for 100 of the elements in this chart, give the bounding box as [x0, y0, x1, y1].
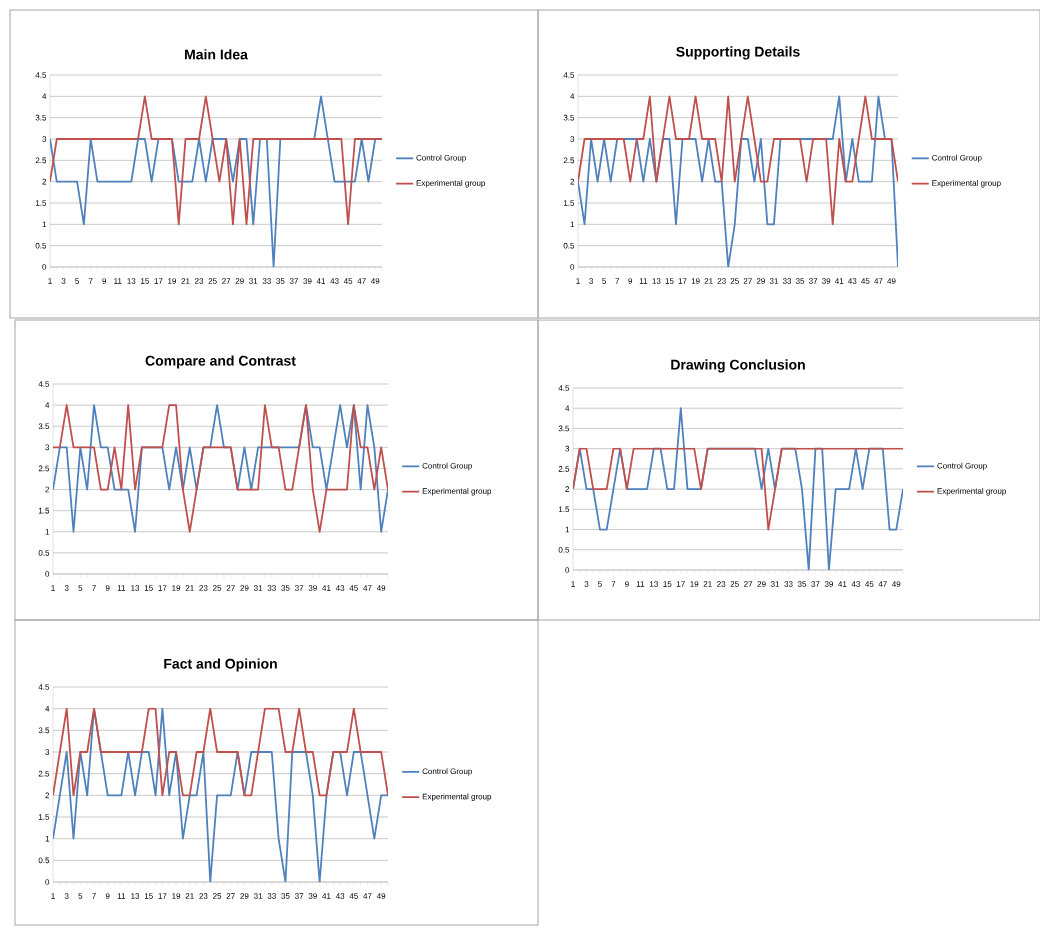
x-tick-label: 5 — [78, 585, 83, 591]
x-tick-label: 25 — [213, 893, 222, 899]
x-tick-label: 13 — [127, 278, 136, 284]
y-tick-label: 4 — [570, 93, 575, 100]
x-tick-label: 29 — [756, 278, 765, 284]
x-tick-label: 49 — [376, 893, 386, 899]
x-tick-label: 23 — [717, 581, 726, 587]
y-tick-label: 2 — [45, 486, 50, 493]
x-tick-label: 19 — [690, 581, 699, 587]
x-tick-label: 17 — [158, 585, 167, 591]
x-tick-label: 3 — [589, 278, 593, 284]
x-tick-label: 5 — [78, 893, 83, 899]
x-tick-label: 49 — [370, 278, 380, 284]
x-tick-label: 33 — [784, 581, 793, 587]
y-tick-label: 0 — [565, 567, 570, 573]
x-tick-label: 35 — [281, 585, 290, 591]
chart-title: Fact and Opinion — [164, 658, 277, 672]
x-tick-label: 33 — [262, 278, 271, 284]
x-tick-label: 17 — [154, 278, 163, 284]
x-tick-label: 15 — [663, 581, 672, 587]
x-tick-label: 31 — [253, 585, 263, 591]
x-tick-label: 9 — [625, 581, 629, 587]
legend-label: Experimental group — [416, 179, 486, 188]
y-tick-label: 1.5 — [558, 506, 570, 513]
x-tick-label: 41 — [322, 585, 331, 591]
x-tick-label: 7 — [611, 581, 616, 587]
x-tick-label: 39 — [308, 585, 317, 591]
x-tick-label: 33 — [267, 893, 276, 899]
x-tick-label: 25 — [730, 581, 739, 587]
x-tick-label: 3 — [61, 278, 66, 284]
y-tick-label: 0.5 — [558, 546, 570, 553]
x-tick-label: 37 — [294, 893, 304, 899]
x-tick-label: 37 — [289, 278, 298, 284]
legend-label: Experimental group — [422, 793, 492, 801]
x-tick-label: 27 — [744, 581, 753, 587]
y-tick-label: 2 — [42, 178, 47, 185]
y-tick-label: 4.5 — [38, 381, 50, 387]
y-tick-label: 3 — [45, 749, 50, 755]
x-tick-label: 49 — [892, 581, 901, 587]
legend-label: Control Group — [416, 154, 466, 163]
x-tick-label: 45 — [349, 893, 358, 899]
x-tick-label: 13 — [131, 893, 140, 899]
y-tick-label: 1.5 — [563, 200, 575, 206]
x-tick-label: 13 — [131, 585, 140, 591]
x-tick-label: 5 — [602, 278, 607, 284]
x-tick-label: 13 — [652, 278, 661, 284]
chart-title: Supporting Details — [676, 46, 800, 60]
x-tick-label: 35 — [797, 581, 807, 587]
x-tick-label: 27 — [226, 893, 235, 899]
y-tick-label: 2.5 — [38, 770, 50, 777]
x-tick-label: 27 — [226, 585, 235, 591]
x-tick-label: 3 — [64, 893, 69, 899]
y-tick-label: 1 — [565, 526, 570, 533]
x-tick-label: 31 — [253, 893, 263, 899]
x-tick-label: 45 — [343, 278, 353, 284]
x-tick-label: 15 — [144, 893, 153, 899]
y-tick-label: 4.5 — [38, 684, 50, 690]
legend-label: Control Group — [422, 768, 473, 776]
y-tick-label: 3.5 — [35, 114, 47, 121]
x-tick-label: 7 — [92, 893, 96, 899]
y-tick-label: 3.5 — [38, 727, 50, 734]
y-tick-label: 4 — [565, 405, 570, 411]
x-tick-label: 39 — [824, 581, 833, 587]
x-tick-label: 29 — [757, 581, 766, 587]
x-tick-label: 21 — [703, 581, 712, 587]
y-tick-label: 1 — [45, 529, 50, 535]
y-tick-label: 4.5 — [563, 72, 575, 78]
x-tick-label: 33 — [267, 585, 276, 591]
x-tick-label: 13 — [649, 581, 658, 587]
x-tick-label: 19 — [172, 585, 181, 591]
x-tick-label: 35 — [276, 278, 285, 284]
y-tick-label: 0.5 — [563, 242, 575, 249]
x-tick-label: 29 — [240, 585, 249, 591]
y-tick-label: 3.5 — [38, 423, 50, 430]
x-tick-label: 27 — [743, 278, 752, 284]
x-tick-label: 11 — [114, 278, 122, 284]
y-tick-label: 0 — [42, 264, 47, 270]
x-tick-label: 39 — [822, 278, 831, 284]
x-tick-label: 9 — [105, 893, 110, 899]
legend-label: Control Group — [422, 462, 473, 471]
x-tick-label: 15 — [144, 585, 153, 591]
y-tick-label: 2 — [565, 486, 570, 492]
y-tick-label: 3 — [565, 445, 570, 452]
x-tick-label: 7 — [615, 278, 620, 284]
x-tick-label: 27 — [222, 278, 231, 284]
x-tick-label: 41 — [316, 278, 326, 284]
x-tick-label: 25 — [208, 278, 217, 284]
x-tick-label: 29 — [240, 893, 249, 899]
y-tick-label: 2.5 — [563, 157, 575, 164]
y-tick-label: 2 — [45, 792, 50, 799]
y-tick-label: 1.5 — [35, 200, 47, 206]
y-tick-label: 0 — [45, 571, 50, 577]
x-tick-label: 37 — [811, 581, 820, 587]
y-tick-label: 1.5 — [38, 507, 50, 514]
x-tick-label: 47 — [363, 893, 372, 899]
x-tick-label: 23 — [199, 893, 208, 899]
y-tick-label: 1.5 — [38, 814, 50, 820]
x-tick-label: 49 — [887, 278, 896, 284]
y-tick-label: 4.5 — [558, 385, 570, 391]
x-tick-label: 21 — [185, 893, 194, 899]
